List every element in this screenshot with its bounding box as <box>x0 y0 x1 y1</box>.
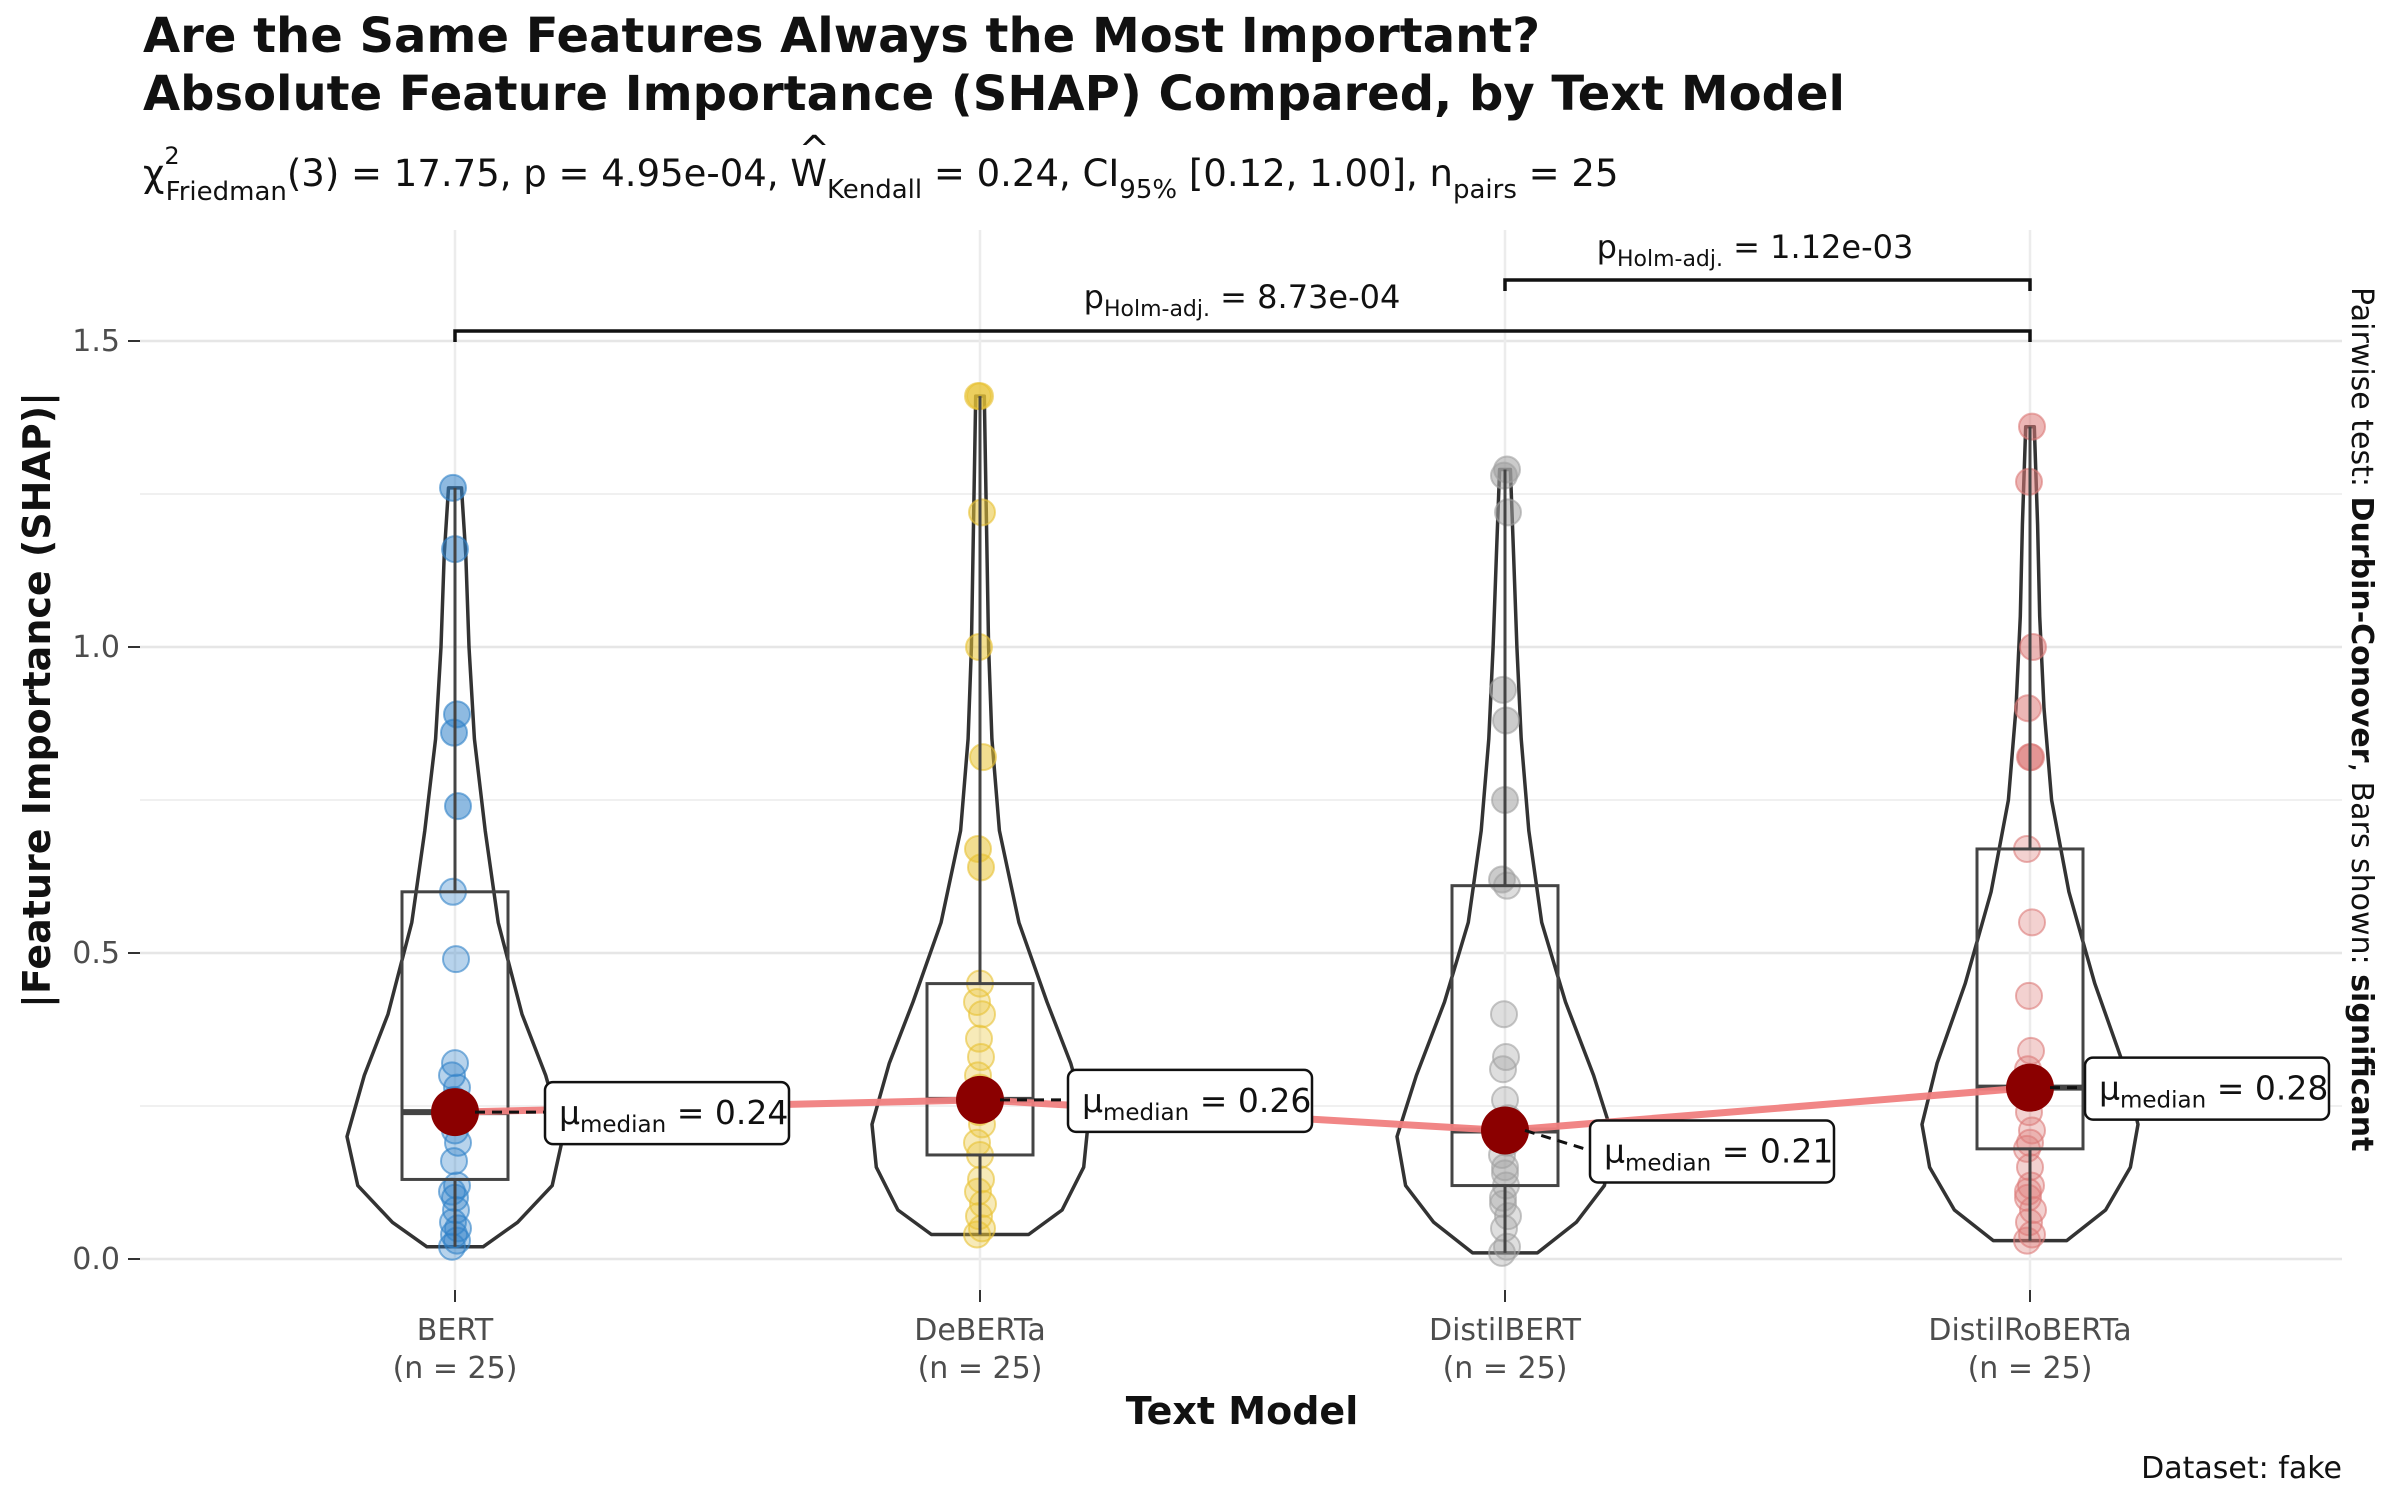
x-tick-n-1: (n = 25) <box>918 1351 1043 1386</box>
data-point-DistilBERT-14 <box>1490 1000 1518 1029</box>
box-BERT <box>400 890 510 1181</box>
data-point-DistilBERT-22 <box>1493 455 1521 484</box>
data-point-DeBERTa-22 <box>968 498 996 527</box>
data-point-DistilRoBERTa-19 <box>2014 694 2042 723</box>
data-point-DeBERTa-20 <box>969 743 997 772</box>
data-point-DistilRoBERTa-20 <box>2019 633 2047 661</box>
caption: Dataset: fake <box>2141 1451 2342 1486</box>
chart-title-line1: Are the Same Features Always the Most Im… <box>143 8 1540 64</box>
median-label-text-DeBERTa: μmedian = 0.26 <box>1082 1081 1311 1126</box>
data-point-BERT-18 <box>442 945 470 974</box>
data-point-BERT-8 <box>443 1171 471 1200</box>
chart-subtitle: χ2 Friedman(3) = 17.75, p = 4.95e-04, WKe… <box>143 142 1619 207</box>
data-point-DistilBERT-20 <box>1494 498 1522 527</box>
median-label-box-DistilRoBERTa <box>2083 1056 2331 1121</box>
data-point-DistilBERT-23 <box>1491 1159 1519 1188</box>
median-label-DistilRoBERTa: μmedian = 0.28 <box>2083 1056 2331 1121</box>
sig-bracket-0 <box>1503 278 2032 291</box>
y-tick-label-0: 0.0 <box>72 1242 120 1277</box>
x-axis-title: Text Model <box>1126 1389 1358 1433</box>
data-point-DeBERTa-19 <box>964 834 992 863</box>
data-point-DistilRoBERTa-22 <box>2018 412 2046 441</box>
box-DeBERTa <box>925 982 1035 1157</box>
chart-title-line2: Absolute Feature Importance (SHAP) Compa… <box>143 66 1845 122</box>
sig-label-1: pHolm-adj. = 8.73e-04 <box>1084 278 1401 322</box>
x-tick-n-0: (n = 25) <box>393 1351 518 1386</box>
data-point-DistilBERT-19 <box>1489 675 1517 704</box>
label-layer: μmedian = 0.24 μmedian = 0.26 μmedian = 0.… <box>543 1056 2331 1184</box>
sig-bracket-1 <box>453 329 2032 342</box>
data-point-BERT-20 <box>444 792 472 821</box>
data-point-DistilRoBERTa-13 <box>2017 1036 2045 1065</box>
median-leader-DistilBERT <box>1524 1129 1591 1152</box>
x-tick-label-0: BERT <box>417 1313 494 1348</box>
median-point-BERT <box>431 1088 479 1137</box>
median-label-box-BERT <box>543 1080 791 1146</box>
median-point-DeBERTa <box>956 1075 1004 1124</box>
median-label-DeBERTa: μmedian = 0.26 <box>1066 1068 1314 1134</box>
data-point-BERT-22 <box>443 700 471 729</box>
median-label-text-BERT: μmedian = 0.24 <box>559 1093 788 1138</box>
y-axis-title: |Feature Importance (SHAP)| <box>15 392 60 1008</box>
median-point-DistilBERT <box>1481 1106 1529 1155</box>
side-label: Pairwise test: Durbin-Conover, Bars show… <box>2344 287 2379 1151</box>
data-point-DistilRoBERTa-14 <box>2015 981 2043 1010</box>
y-tick-label-2: 1.0 <box>72 630 120 665</box>
median-label-box-DeBERTa <box>1066 1068 1314 1134</box>
data-point-BERT-17 <box>441 1049 469 1078</box>
x-tick-label-1: DeBERTa <box>914 1313 1046 1348</box>
x-tick-label-2: DistilBERT <box>1429 1313 1582 1348</box>
sig-label-0: pHolm-adj. = 1.12e-03 <box>1597 228 1914 272</box>
x-tick-label-3: DistilRoBERTa <box>1928 1313 2131 1348</box>
box-DistilRoBERTa <box>1975 847 2085 1151</box>
data-point-DistilRoBERTa-24 <box>2014 1177 2042 1206</box>
data-point-DistilBERT-13 <box>1492 1043 1520 1072</box>
y-tick-label-1: 0.5 <box>72 936 120 971</box>
subtitle-hat: ^ <box>799 128 830 171</box>
data-point-DistilBERT-24 <box>1489 1189 1517 1218</box>
box-DistilBERT <box>1450 884 1560 1188</box>
median-point-DistilRoBERTa <box>2006 1063 2054 1112</box>
data-point-DeBERTa-14 <box>965 1024 993 1053</box>
y-tick-label-3: 1.5 <box>72 324 120 359</box>
median-label-box-DistilBERT <box>1588 1119 1836 1184</box>
data-point-DistilBERT-16 <box>1488 865 1516 894</box>
x-tick-n-2: (n = 25) <box>1443 1351 1568 1386</box>
data-point-BERT-24 <box>439 473 467 502</box>
x-tick-n-3: (n = 25) <box>1968 1351 2093 1386</box>
data-point-DistilRoBERTa-15 <box>2018 908 2046 937</box>
median-label-DistilBERT: μmedian = 0.21 <box>1588 1119 1836 1184</box>
bracket-layer: pHolm-adj. = 1.12e-03 pHolm-adj. = 8.73e-… <box>453 228 2032 342</box>
data-point-DeBERTa-24 <box>964 382 992 411</box>
median-label-text-DistilRoBERTa: μmedian = 0.28 <box>2099 1069 2328 1114</box>
median-label-text-DistilBERT: μmedian = 0.21 <box>1604 1131 1833 1176</box>
median-label-BERT: μmedian = 0.24 <box>543 1080 791 1146</box>
